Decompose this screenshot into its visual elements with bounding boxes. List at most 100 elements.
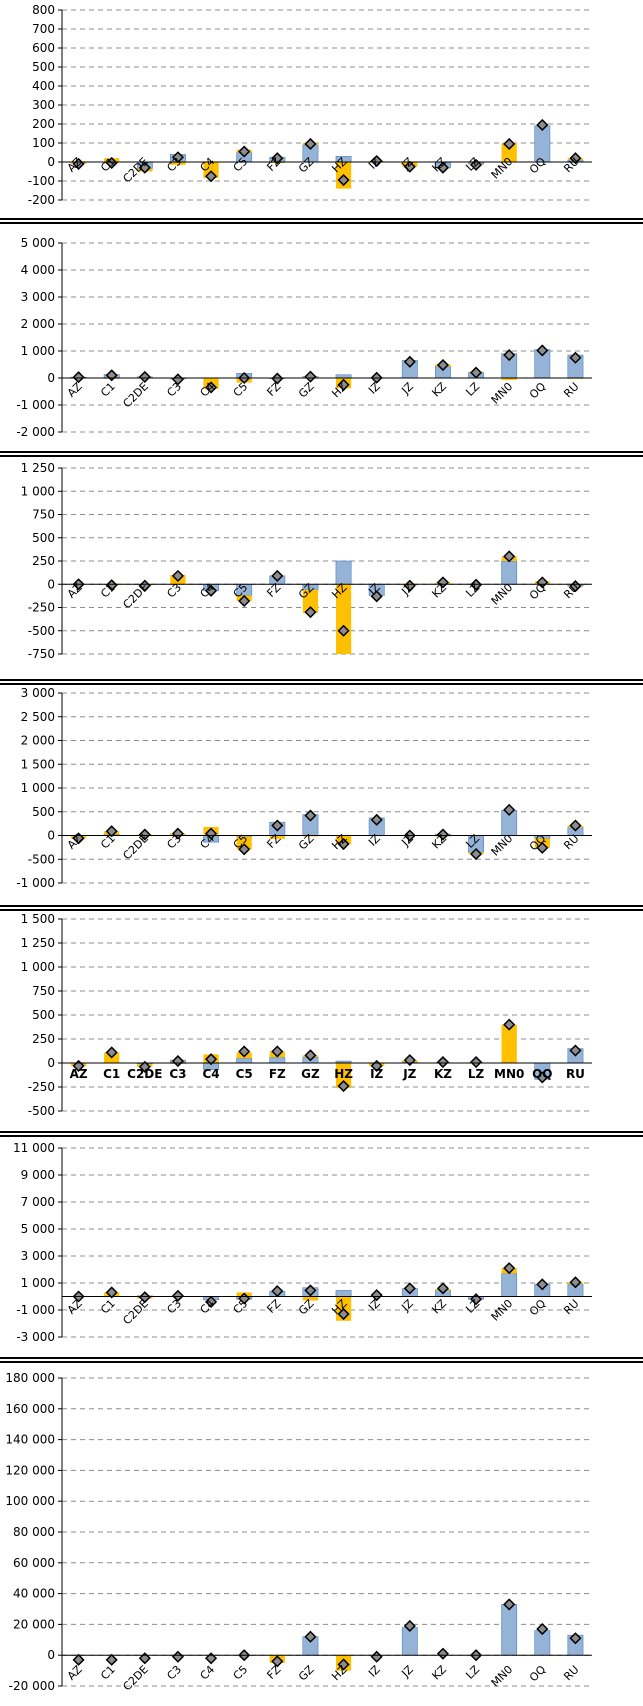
y-tick-label: 0	[47, 577, 55, 591]
total-marker	[403, 355, 416, 368]
x-category-label: AZ	[65, 155, 85, 175]
x-category-label: RU	[561, 380, 581, 400]
total-marker	[470, 1055, 483, 1069]
total-marker	[403, 1282, 416, 1295]
x-category-label: KZ	[429, 1297, 449, 1317]
total-marker	[337, 837, 350, 851]
y-tick-label: 1 000	[21, 781, 55, 795]
x-category-label: C1	[103, 1067, 120, 1081]
y-tick-label: 1 000	[21, 1276, 55, 1290]
x-category-label: C1	[98, 1297, 118, 1317]
bar-series-1	[501, 560, 518, 585]
x-category-label: JZ	[398, 581, 416, 599]
y-tick-label: 500	[32, 60, 55, 74]
total-marker	[503, 137, 516, 151]
total-marker	[138, 1652, 151, 1665]
total-marker	[271, 569, 284, 582]
x-category-label: AZ	[70, 1067, 88, 1081]
total-marker	[569, 1632, 582, 1645]
y-tick-label: 80 000	[13, 1525, 55, 1539]
y-tick-label: 4 000	[21, 263, 55, 277]
total-marker	[238, 843, 251, 856]
y-tick-label: -200	[28, 193, 55, 207]
y-tick-label: 3 000	[21, 686, 55, 700]
y-tick-label: 1 000	[21, 484, 55, 498]
y-tick-label: 250	[32, 1032, 55, 1046]
total-marker	[503, 803, 516, 816]
total-marker	[436, 1055, 449, 1069]
total-marker	[105, 1046, 118, 1059]
x-category-label: FZ	[264, 1663, 283, 1682]
total-marker	[205, 827, 218, 840]
x-category-label: KZ	[429, 1663, 449, 1683]
total-marker	[138, 370, 151, 383]
total-marker	[337, 624, 350, 637]
x-category-label: LZ	[468, 1067, 485, 1081]
total-marker	[569, 351, 582, 364]
total-marker	[304, 1284, 317, 1297]
total-marker	[171, 1055, 184, 1068]
x-category-label: JZ	[398, 1663, 416, 1681]
x-category-label: RU	[561, 1663, 581, 1683]
chart-panel-2: 5 000 4 000 3 000 2 000 1 000 0 -1 000 -2 000 AZ…	[0, 225, 643, 450]
y-tick-label: 9 000	[21, 1168, 55, 1182]
total-marker	[271, 1655, 284, 1668]
total-marker	[238, 594, 251, 608]
bar-series-1	[236, 1057, 253, 1064]
x-category-label: C5	[236, 1067, 253, 1081]
total-marker	[536, 118, 549, 132]
x-category-label: AZ	[65, 1663, 85, 1683]
x-category-label: C2DE	[120, 380, 151, 411]
x-category-label: MN0	[494, 1067, 524, 1081]
x-category-label: JZ	[398, 155, 416, 173]
y-tick-label: 0	[47, 1648, 55, 1662]
total-marker	[205, 584, 218, 597]
x-category-label: HZ	[329, 832, 350, 853]
x-category-label: KZ	[434, 1067, 452, 1081]
bar-series-1	[501, 1273, 518, 1297]
total-marker	[205, 1295, 218, 1308]
total-marker	[171, 1650, 184, 1663]
x-category-label: IZ	[366, 1297, 383, 1314]
y-tick-label: 200	[32, 117, 55, 131]
chart-panel-4: 3 000 2 500 2 000 1 500 1 000 500 0 -500 -1 000 A…	[0, 686, 643, 904]
y-tick-label: -2 000	[16, 425, 55, 439]
x-category-label: C1	[98, 1663, 118, 1683]
total-marker	[569, 819, 582, 832]
total-marker	[271, 152, 284, 165]
x-category-label: FZ	[264, 1297, 283, 1316]
total-marker	[470, 847, 483, 861]
y-tick-label: 160 000	[5, 1402, 55, 1416]
x-category-label: FZ	[264, 380, 283, 399]
total-marker	[72, 1653, 85, 1666]
bar-series-2	[501, 378, 517, 380]
total-marker	[503, 348, 516, 362]
x-category-label: LZ	[463, 380, 482, 399]
total-marker	[503, 1262, 516, 1275]
chart-panel-3: 1 250 1 000 750 500 250 0 -250 -500 -750 AZ C1 C2DE…	[0, 458, 643, 678]
total-marker	[503, 1598, 516, 1611]
y-tick-label: -1 000	[16, 398, 55, 412]
y-tick-label: 1 250	[21, 461, 55, 475]
total-marker	[436, 358, 449, 372]
x-category-label: C3	[169, 1067, 186, 1081]
total-marker	[536, 841, 549, 854]
y-tick-label: 60 000	[13, 1556, 55, 1570]
x-category-label: GZ	[296, 380, 317, 401]
total-marker	[436, 576, 449, 589]
total-marker	[536, 1071, 549, 1084]
x-category-label: RU	[566, 1067, 585, 1081]
x-category-label: HZ	[334, 1067, 353, 1081]
x-category-label: MN0	[489, 1663, 516, 1690]
y-tick-label: 750	[32, 984, 55, 998]
panel-divider	[0, 904, 643, 912]
total-marker	[72, 371, 85, 384]
y-tick-label: 1 000	[21, 960, 55, 974]
x-category-label: C1	[98, 155, 118, 175]
x-category-label: IZ	[366, 155, 383, 172]
total-marker	[205, 170, 218, 183]
x-category-label: OQ	[527, 1297, 549, 1319]
y-tick-label: -1 000	[16, 1303, 55, 1317]
